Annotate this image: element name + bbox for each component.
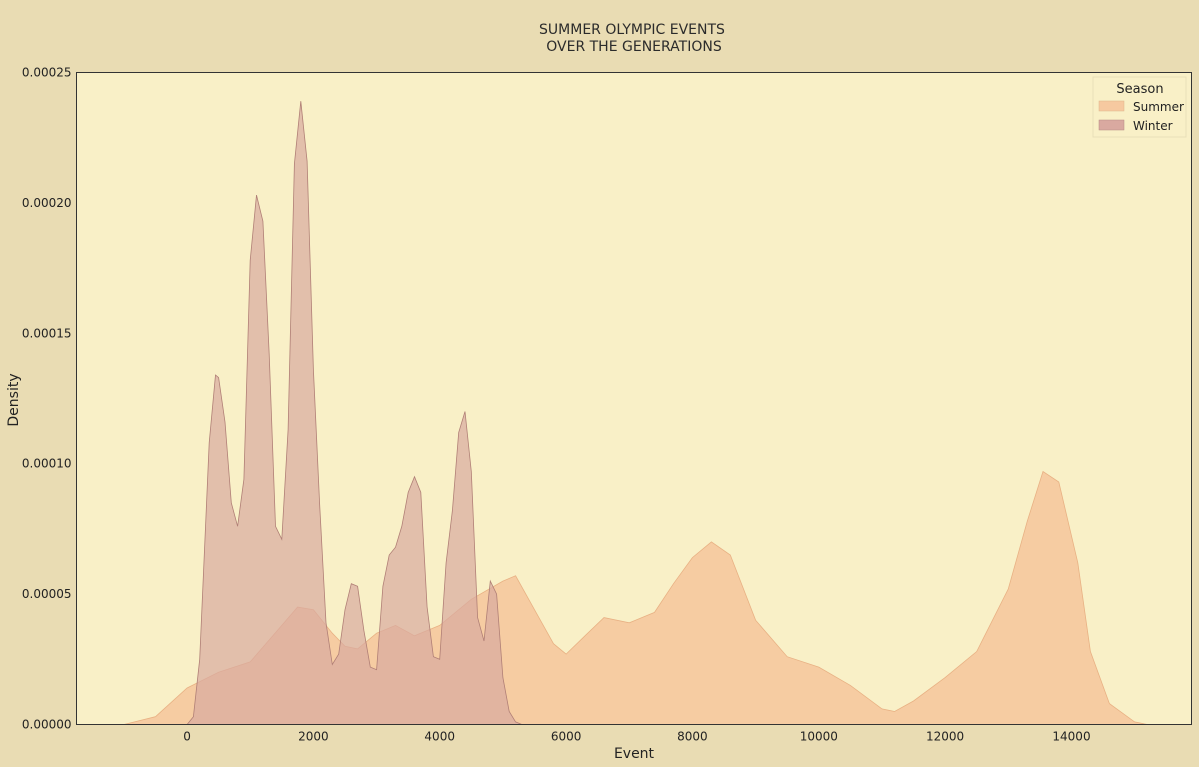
chart-title-line-1: SUMMER OLYMPIC EVENTS xyxy=(539,22,725,38)
x-tick-label: 0 xyxy=(183,730,191,744)
plot-frame xyxy=(76,72,1192,725)
legend-title: Season xyxy=(1116,82,1163,97)
x-tick-label: 10000 xyxy=(800,730,838,744)
y-tick-label: 0.00025 xyxy=(22,66,72,80)
x-axis: 0 2000 4000 6000 8000 10000 12000 14000 xyxy=(183,730,1090,744)
y-tick-label: 0.00000 xyxy=(22,718,72,732)
x-tick-label: 4000 xyxy=(424,730,455,744)
x-tick-label: 14000 xyxy=(1052,730,1090,744)
y-tick-label: 0.00005 xyxy=(22,587,72,601)
x-tick-label: 8000 xyxy=(677,730,708,744)
y-axis: 0.00000 0.00005 0.00010 0.00015 0.00020 0.000… xyxy=(22,66,72,732)
x-tick-label: 12000 xyxy=(926,730,964,744)
series-layer xyxy=(123,101,1148,725)
legend-label-winter: Winter xyxy=(1133,119,1173,133)
legend[interactable]: Season Summer Winter xyxy=(1092,76,1187,138)
legend-swatch-summer xyxy=(1098,100,1125,112)
y-tick-label: 0.00020 xyxy=(22,196,72,210)
y-axis-label: Density xyxy=(6,373,22,426)
y-tick-label: 0.00015 xyxy=(22,326,72,340)
x-tick-label: 6000 xyxy=(551,730,582,744)
series-area-winter xyxy=(186,101,523,725)
x-tick-label: 2000 xyxy=(298,730,329,744)
chart-title-line-2: OVER THE GENERATIONS xyxy=(546,39,722,55)
x-axis-label: Event xyxy=(614,746,655,762)
legend-swatch-winter xyxy=(1098,119,1125,131)
y-tick-label: 0.00010 xyxy=(22,457,72,471)
legend-label-summer: Summer xyxy=(1133,100,1184,114)
